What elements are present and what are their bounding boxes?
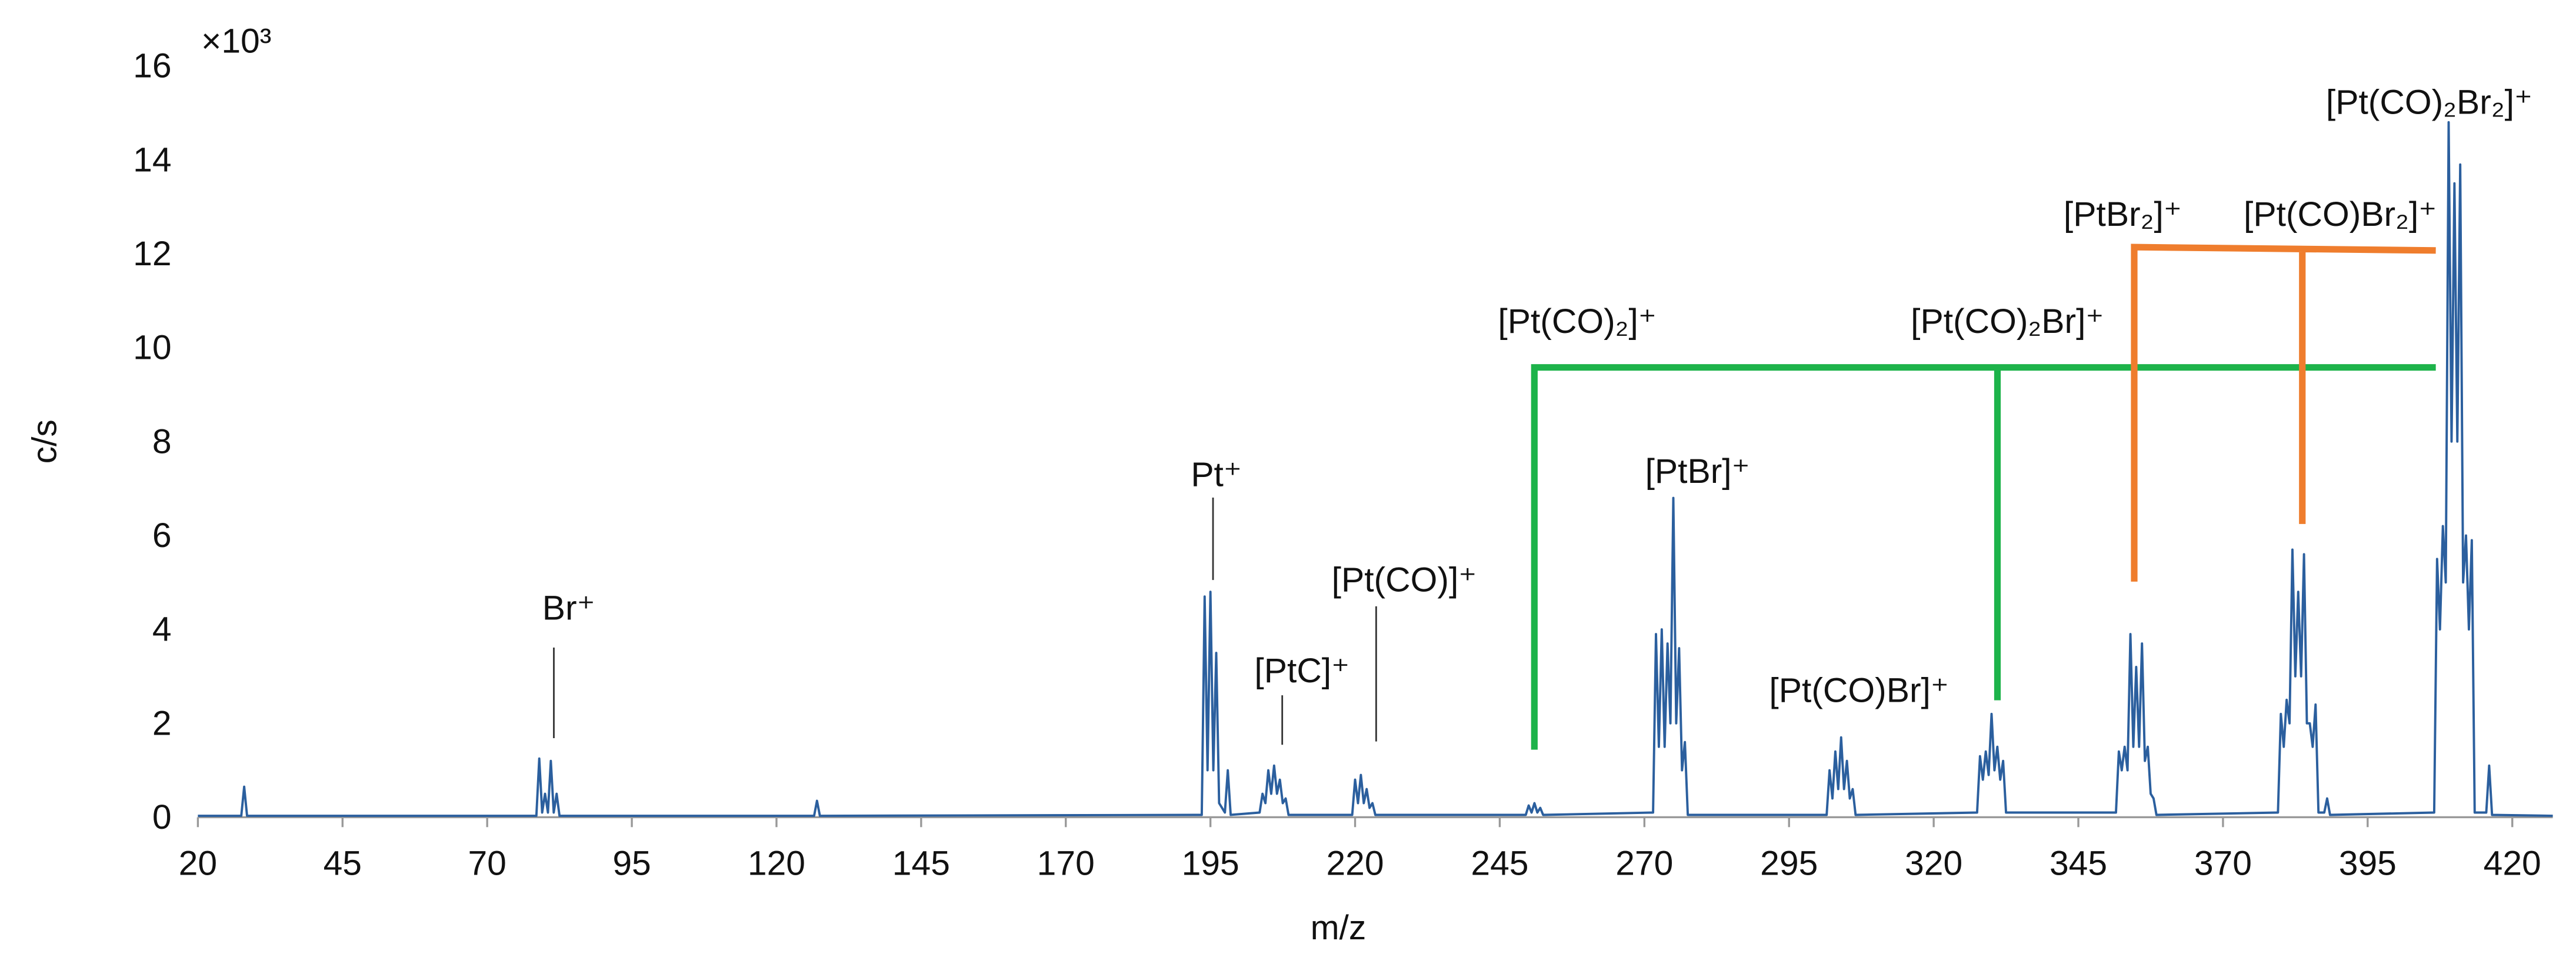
annotation-label: [Pt(CO)]⁺ <box>1332 561 1477 599</box>
x-tick-label: 345 <box>2050 845 2107 883</box>
x-tick-label: 195 <box>1182 845 1239 883</box>
y-tick-label: 0 <box>152 798 172 836</box>
x-tick-label: 295 <box>1760 845 1818 883</box>
y-tick-label: 10 <box>133 329 171 367</box>
spectrum-line <box>198 121 2553 818</box>
x-tick-label: 45 <box>324 845 362 883</box>
bracket-orange <box>2131 243 2436 582</box>
x-tick-label: 120 <box>748 845 805 883</box>
x-tick-label: 20 <box>179 845 217 883</box>
x-tick-label: 270 <box>1615 845 1673 883</box>
x-tick-label: 370 <box>2194 845 2252 883</box>
annotation-label: [PtBr₂]⁺ <box>2064 195 2182 234</box>
annotation-label: Pt⁺ <box>1191 455 1242 493</box>
annotation-label: [Pt(CO)Br₂]⁺ <box>2244 195 2437 234</box>
x-tick-label: 220 <box>1326 845 1384 883</box>
annotation-label: [Pt(CO)₂Br]⁺ <box>1911 302 2104 341</box>
x-tick-label: 420 <box>2484 845 2541 883</box>
annotation-label: [Pt(CO)₂Br₂]⁺ <box>2326 83 2532 121</box>
annotation-label: [PtBr]⁺ <box>1645 452 1750 491</box>
x-tick-label: 95 <box>612 845 651 883</box>
annotation-label: Br⁺ <box>542 589 595 627</box>
annotation-label: [Pt(CO)Br]⁺ <box>1769 671 1949 709</box>
x-tick-label: 320 <box>1905 845 1962 883</box>
y-tick-label: 12 <box>133 235 171 273</box>
x-tick-label: 145 <box>892 845 950 883</box>
x-axis-label: m/z <box>1311 909 1367 947</box>
x-tick-label: 70 <box>468 845 506 883</box>
x-tick-label: 395 <box>2339 845 2397 883</box>
annotation-label: [PtC]⁺ <box>1254 652 1349 690</box>
y-tick-label: 16 <box>133 47 171 85</box>
y-axis-label: c/s <box>25 419 64 463</box>
y-multiplier: ×10³ <box>201 22 271 61</box>
annotation-label: [Pt(CO)₂]⁺ <box>1498 302 1657 341</box>
x-tick-label: 170 <box>1037 845 1095 883</box>
y-tick-label: 6 <box>152 516 172 555</box>
y-tick-label: 14 <box>133 141 171 179</box>
y-tick-label: 2 <box>152 704 172 742</box>
y-tick-label: 8 <box>152 422 172 461</box>
x-tick-label: 245 <box>1471 845 1528 883</box>
y-tick-label: 4 <box>152 611 172 649</box>
